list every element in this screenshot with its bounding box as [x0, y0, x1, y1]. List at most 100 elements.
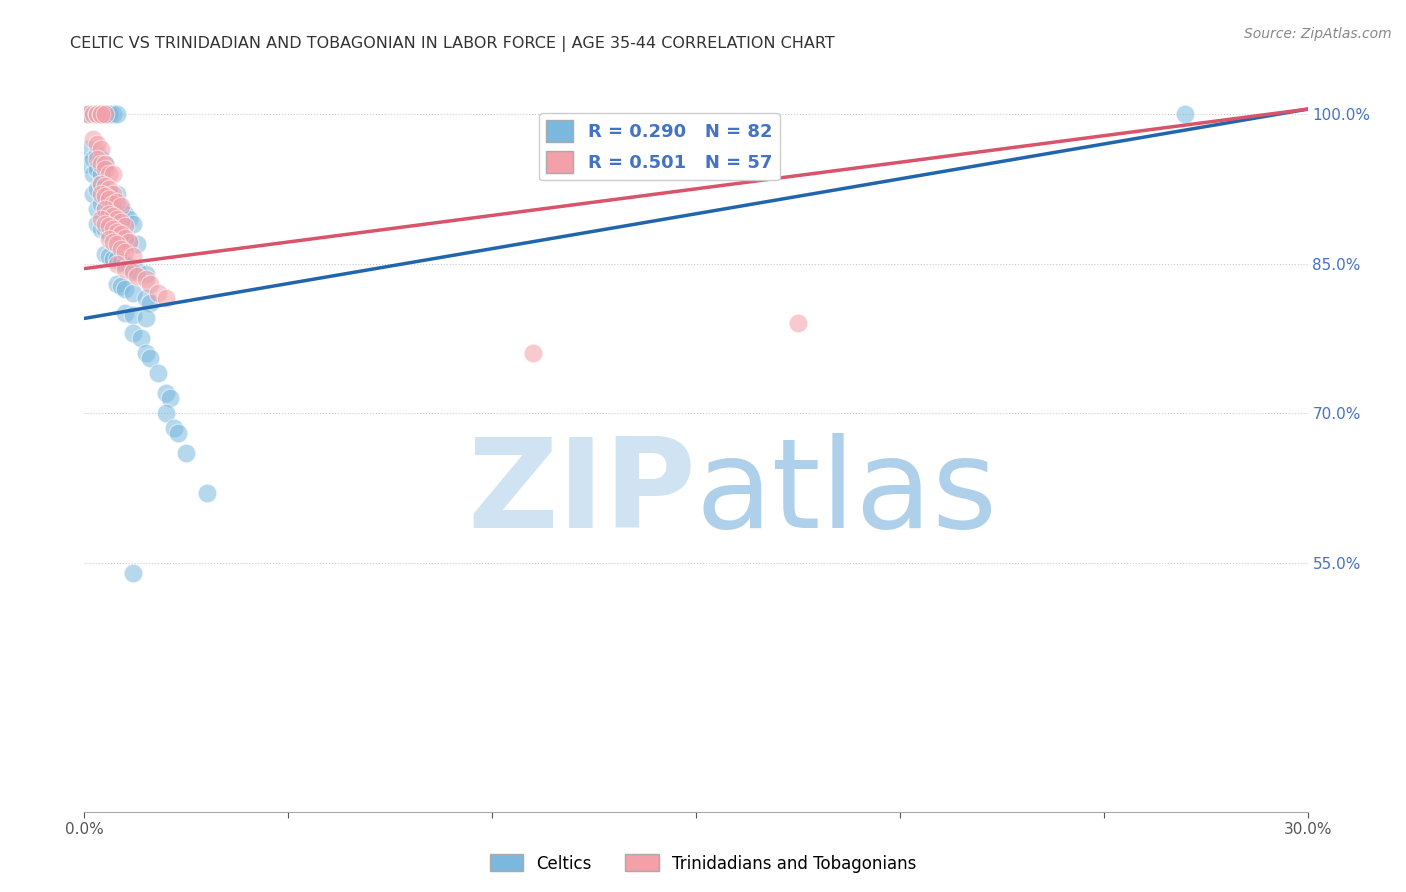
- Legend: Celtics, Trinidadians and Tobagonians: Celtics, Trinidadians and Tobagonians: [484, 847, 922, 880]
- Point: [93, 202, 115, 216]
- Point: [93, 246, 115, 260]
- Point: [82, 107, 104, 121]
- Text: atlas: atlas: [696, 434, 998, 554]
- Point: [97, 227, 120, 241]
- Point: [97, 186, 120, 201]
- Point: [138, 296, 160, 310]
- Point: [105, 228, 128, 243]
- Point: [97, 192, 120, 206]
- Point: [114, 230, 136, 244]
- Point: [86, 107, 108, 121]
- Point: [90, 107, 112, 121]
- Point: [97, 107, 120, 121]
- Point: [77, 107, 100, 121]
- Point: [101, 221, 124, 235]
- Point: [82, 186, 104, 201]
- Point: [86, 136, 108, 151]
- Point: [163, 421, 186, 435]
- Point: [105, 225, 128, 239]
- Point: [114, 219, 136, 233]
- Point: [1174, 107, 1197, 121]
- Point: [522, 346, 544, 360]
- Point: [86, 161, 108, 176]
- Point: [90, 152, 112, 166]
- Point: [86, 182, 108, 196]
- Point: [86, 107, 108, 121]
- Point: [93, 202, 115, 216]
- Point: [122, 286, 145, 301]
- Point: [105, 257, 128, 271]
- Point: [118, 259, 141, 273]
- Point: [101, 235, 124, 249]
- Point: [93, 107, 115, 121]
- Point: [97, 167, 120, 181]
- Point: [82, 107, 104, 121]
- Point: [105, 277, 128, 291]
- Point: [77, 157, 100, 171]
- Point: [105, 236, 128, 251]
- Point: [90, 177, 112, 191]
- Point: [118, 235, 141, 249]
- Point: [82, 152, 104, 166]
- Point: [90, 107, 112, 121]
- Point: [90, 211, 112, 226]
- Point: [86, 107, 108, 121]
- Point: [114, 257, 136, 271]
- Point: [90, 107, 112, 121]
- Point: [93, 161, 115, 176]
- Point: [77, 142, 100, 156]
- Point: [127, 263, 149, 277]
- Point: [101, 186, 124, 201]
- Point: [90, 107, 112, 121]
- Point: [90, 142, 112, 156]
- Point: [86, 152, 108, 166]
- Point: [93, 107, 115, 121]
- Point: [155, 292, 177, 306]
- Point: [105, 207, 128, 221]
- Point: [135, 346, 157, 360]
- Point: [118, 235, 141, 249]
- Point: [114, 281, 136, 295]
- Point: [131, 331, 153, 345]
- Point: [127, 268, 149, 283]
- Point: [101, 167, 124, 181]
- Point: [110, 278, 132, 293]
- Point: [122, 264, 145, 278]
- Point: [167, 425, 190, 440]
- Point: [90, 221, 112, 235]
- Point: [86, 202, 108, 216]
- Point: [135, 271, 157, 285]
- Point: [155, 406, 177, 420]
- Point: [101, 209, 124, 223]
- Point: [105, 186, 128, 201]
- Point: [97, 207, 120, 221]
- Point: [110, 199, 132, 213]
- Point: [122, 309, 145, 323]
- Point: [146, 366, 169, 380]
- Point: [787, 317, 810, 331]
- Point: [146, 286, 169, 301]
- Point: [138, 351, 160, 366]
- Point: [110, 202, 132, 216]
- Point: [174, 446, 197, 460]
- Point: [110, 242, 132, 256]
- Point: [93, 107, 115, 121]
- Point: [101, 192, 124, 206]
- Point: [159, 391, 181, 405]
- Point: [93, 157, 115, 171]
- Point: [110, 215, 132, 229]
- Point: [90, 186, 112, 201]
- Point: [97, 202, 120, 216]
- Point: [90, 167, 112, 181]
- Point: [105, 211, 128, 226]
- Point: [118, 211, 141, 226]
- Point: [122, 249, 145, 263]
- Legend: R = 0.290   N = 82, R = 0.501   N = 57: R = 0.290 N = 82, R = 0.501 N = 57: [538, 112, 779, 180]
- Point: [101, 207, 124, 221]
- Point: [77, 107, 100, 121]
- Point: [135, 292, 157, 306]
- Text: ZIP: ZIP: [467, 434, 696, 554]
- Point: [93, 157, 115, 171]
- Point: [101, 107, 124, 121]
- Point: [93, 217, 115, 231]
